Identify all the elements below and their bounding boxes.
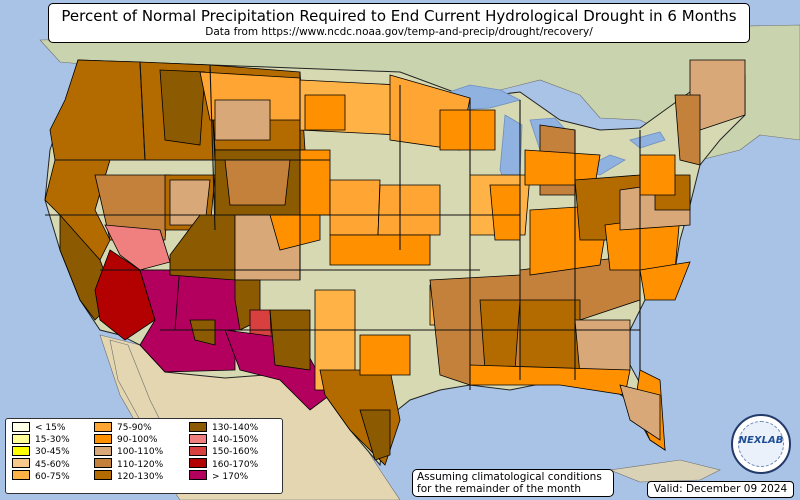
legend-swatch [189,433,207,444]
legend-item: 60-75% [12,470,70,483]
legend-item: 15-30% [12,433,70,446]
legend-label: 15-30% [35,435,70,446]
logo-text: NEXLAB [738,435,784,446]
legend-label: 75-90% [117,423,152,433]
legend-item: 30-45% [12,445,70,458]
legend-item: 90-100% [94,433,158,446]
logo-ring [738,421,784,467]
nexlab-logo: NEXLAB [731,414,791,474]
legend: < 15% 15-30% 30-45% 45-60% 60-75% 75-90% 90-10… [5,418,283,494]
legend-swatch [12,470,30,481]
legend-item: 45-60% [12,458,70,471]
legend-item: 100-110% [94,445,164,458]
note-line-2: for the remainder of the month [417,483,582,495]
legend-item: 120-130% [94,470,164,483]
plains-drought [299,79,471,466]
legend-swatch [189,470,207,481]
legend-label: 110-120% [117,459,164,470]
legend-swatch [94,458,112,469]
legend-label: 130-140% [212,423,259,433]
legend-label: 90-100% [117,435,158,446]
legend-item: 140-150% [189,433,259,446]
legend-label: 160-170% [212,459,259,470]
legend-item: 150-160% [189,445,259,458]
legend-swatch [189,421,207,432]
legend-item: < 15% [12,421,66,434]
legend-item: 130-140% [189,421,259,434]
cuba-land [608,459,721,483]
east-drought [389,59,746,451]
note-line-1: Assuming climatological conditions [417,471,602,483]
legend-item: > 170% [189,470,249,483]
legend-label: 60-75% [35,471,70,482]
legend-swatch [12,433,30,444]
legend-swatch [12,445,30,456]
legend-swatch [94,445,112,456]
legend-swatch [12,421,30,432]
page-title: Percent of Normal Precipitation Required… [61,7,737,25]
legend-label: 120-130% [117,471,164,482]
legend-label: 45-60% [35,459,70,470]
legend-swatch [189,458,207,469]
title-box: Percent of Normal Precipitation Required… [48,3,750,43]
valid-date: Valid: December 09 2024 [647,481,794,498]
legend-item: 75-90% [94,421,152,434]
west-drought [44,59,331,411]
legend-item: 160-170% [189,458,259,471]
note-box: Assuming climatological conditions for t… [412,469,614,497]
legend-item: 110-120% [94,458,164,471]
legend-swatch [94,433,112,444]
legend-label: < 15% [35,423,66,433]
legend-label: > 170% [212,471,249,482]
legend-swatch [12,458,30,469]
legend-swatch [94,421,112,432]
legend-label: 140-150% [212,435,259,446]
legend-swatch [94,470,112,481]
legend-label: 30-45% [35,447,70,458]
legend-label: 150-160% [212,447,259,458]
legend-label: 100-110% [117,447,164,458]
page-subtitle: Data from https://www.ncdc.noaa.gov/temp… [205,26,593,38]
state-borders [45,61,641,390]
legend-swatch [189,445,207,456]
